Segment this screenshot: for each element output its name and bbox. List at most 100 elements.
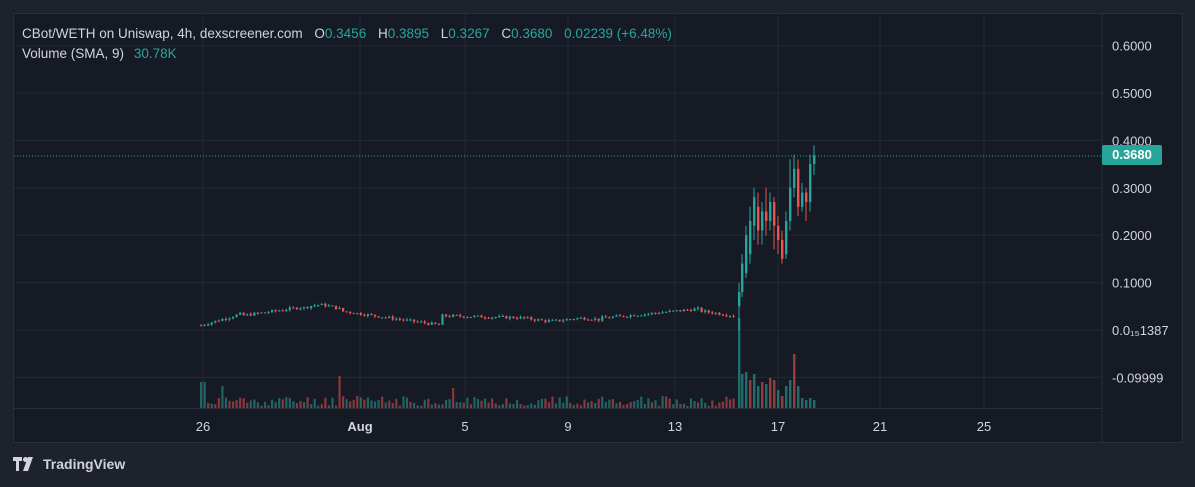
volume-bar bbox=[274, 402, 277, 408]
candle-body bbox=[480, 315, 483, 318]
volume-bar bbox=[555, 403, 558, 408]
candle-body bbox=[704, 310, 707, 312]
volume-bar bbox=[650, 402, 654, 408]
volume-bar bbox=[757, 386, 760, 408]
candle-body bbox=[473, 315, 476, 317]
candle-body bbox=[741, 263, 744, 293]
volume-bar bbox=[455, 401, 458, 408]
volume-bar bbox=[738, 318, 741, 408]
candle-body bbox=[381, 317, 384, 319]
volume-bar bbox=[732, 398, 735, 408]
candle-body bbox=[498, 316, 501, 318]
volume-bar bbox=[777, 390, 780, 408]
volume-bar bbox=[501, 404, 504, 408]
volume-bar bbox=[725, 396, 728, 408]
candle-body bbox=[200, 325, 203, 327]
volume-bar bbox=[505, 398, 508, 408]
candle-body bbox=[402, 319, 405, 321]
candle-body bbox=[221, 319, 224, 321]
volume-bar bbox=[629, 402, 632, 408]
volume-bar bbox=[523, 405, 526, 408]
candle-body bbox=[547, 320, 551, 322]
volume-bar bbox=[441, 404, 444, 408]
volume-bar bbox=[310, 404, 313, 408]
volume-bar bbox=[711, 400, 714, 408]
legend-close-key: C bbox=[501, 26, 512, 41]
volume-bar bbox=[217, 397, 220, 408]
candle-body bbox=[809, 164, 812, 203]
volume-bar bbox=[306, 397, 309, 408]
volume-bar bbox=[765, 384, 768, 408]
candle-body bbox=[398, 318, 401, 320]
volume-bar bbox=[636, 399, 639, 408]
volume-bar bbox=[413, 402, 416, 408]
volume-bar bbox=[519, 404, 522, 408]
candle-body bbox=[469, 316, 472, 318]
candle-body bbox=[338, 307, 341, 309]
volume-bar bbox=[405, 397, 409, 408]
candle-body bbox=[476, 315, 480, 317]
candle-body bbox=[373, 314, 377, 317]
volume-bar bbox=[761, 382, 764, 408]
candle-body bbox=[271, 310, 274, 313]
candle-body bbox=[576, 318, 579, 320]
volume-bar bbox=[661, 396, 664, 408]
volume-bar bbox=[324, 397, 327, 408]
candle-body bbox=[231, 317, 235, 319]
candle-body bbox=[604, 316, 607, 318]
volume-bar bbox=[203, 382, 206, 408]
volume-bar bbox=[459, 402, 462, 408]
volume-bar bbox=[530, 403, 533, 408]
volume-bar bbox=[366, 397, 370, 408]
volume-bar bbox=[420, 405, 423, 408]
tradingview-brand[interactable]: TradingView bbox=[13, 456, 125, 472]
volume-bar bbox=[402, 396, 405, 408]
volume-bar bbox=[562, 402, 565, 408]
volume-bar bbox=[260, 405, 263, 408]
volume-bar bbox=[359, 397, 362, 408]
candle-body bbox=[391, 316, 394, 320]
volume-bar bbox=[700, 398, 703, 408]
volume-bar bbox=[512, 404, 515, 408]
candle-body bbox=[331, 305, 334, 307]
legend-low-value: 0.3267 bbox=[448, 26, 490, 41]
volume-bar bbox=[221, 386, 224, 408]
volume-bar bbox=[224, 397, 228, 408]
legend-volume-value: 30.78K bbox=[133, 46, 177, 61]
volume-bar bbox=[618, 401, 622, 408]
candle-body bbox=[427, 323, 430, 325]
candle-body bbox=[249, 314, 252, 316]
candle-body bbox=[555, 319, 558, 321]
chart-frame[interactable] bbox=[13, 13, 1183, 443]
candle-body bbox=[508, 316, 512, 319]
volume-bar bbox=[601, 396, 604, 408]
candle-body bbox=[530, 317, 533, 320]
volume-bar bbox=[246, 402, 249, 408]
candle-body bbox=[707, 310, 710, 313]
candle-body bbox=[558, 319, 561, 322]
x-tick-label: 21 bbox=[873, 419, 887, 434]
volume-bar bbox=[349, 401, 352, 408]
candle-body bbox=[769, 202, 772, 221]
volume-bar bbox=[480, 400, 483, 408]
candle-body bbox=[320, 303, 323, 306]
candle-body bbox=[413, 319, 416, 322]
candle-body bbox=[395, 318, 398, 320]
candle-body bbox=[288, 307, 291, 311]
volume-bar bbox=[753, 374, 756, 408]
candle-body bbox=[217, 320, 220, 322]
candle-body bbox=[512, 316, 515, 319]
volume-bar bbox=[498, 405, 501, 408]
candle-body bbox=[608, 317, 611, 319]
candle-body bbox=[718, 312, 721, 315]
candle-body bbox=[452, 314, 455, 317]
candle-body bbox=[615, 315, 618, 317]
candle-body bbox=[601, 316, 604, 321]
volume-bar bbox=[544, 398, 547, 408]
volume-bar bbox=[728, 399, 732, 408]
candle-body bbox=[416, 321, 419, 323]
volume-bar bbox=[491, 398, 494, 408]
candle-body bbox=[505, 315, 508, 319]
volume-bar bbox=[654, 400, 657, 408]
